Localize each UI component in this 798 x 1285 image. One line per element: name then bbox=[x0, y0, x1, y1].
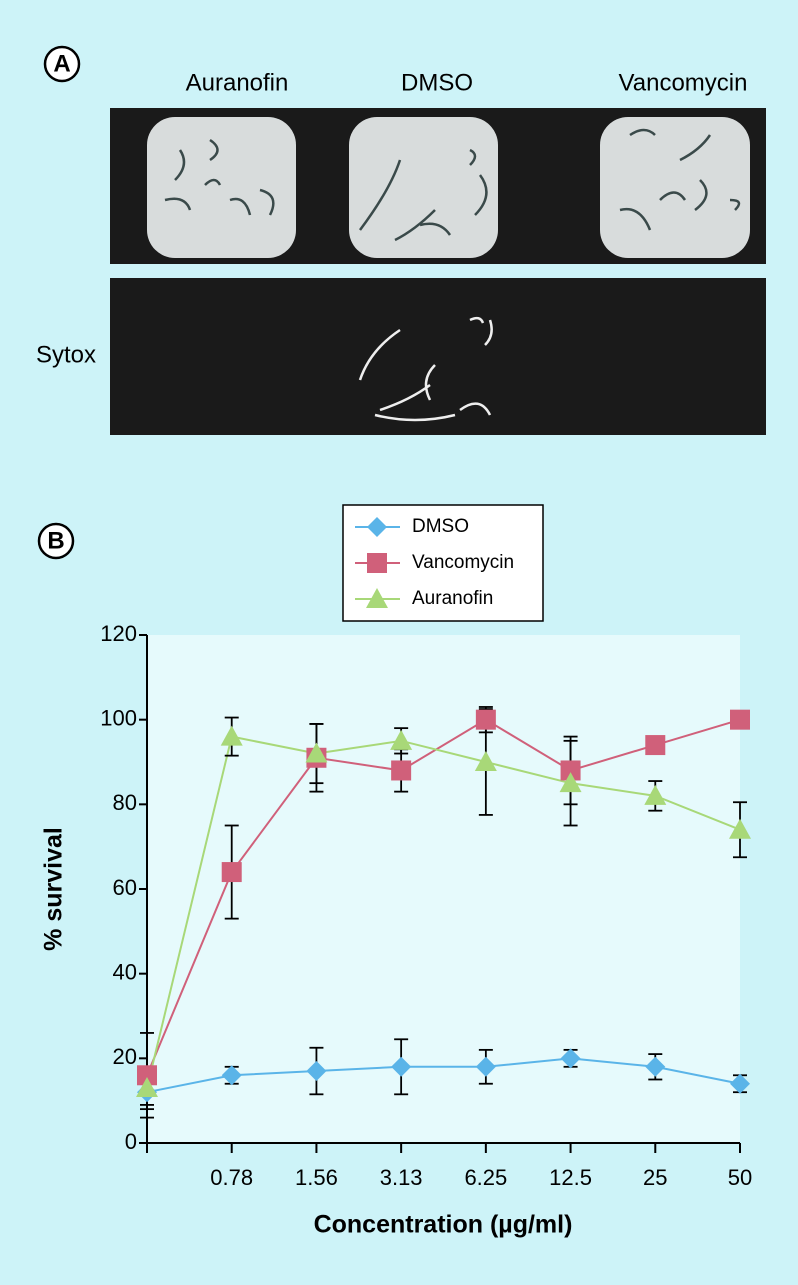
data-point bbox=[390, 729, 413, 750]
worms bbox=[164, 128, 741, 242]
data-point bbox=[221, 862, 242, 883]
x-tick-label: 25 bbox=[643, 1165, 667, 1190]
data-point bbox=[391, 1056, 412, 1077]
data-point bbox=[391, 760, 412, 781]
series-line bbox=[146, 735, 741, 1089]
well bbox=[349, 117, 498, 258]
panel-label: B bbox=[47, 527, 64, 554]
data-point bbox=[729, 818, 751, 839]
x-tick-label: 12.5 bbox=[549, 1165, 592, 1190]
y-tick-label: 60 bbox=[113, 875, 137, 900]
legend-marker bbox=[367, 553, 387, 573]
data-point bbox=[137, 1065, 157, 1086]
y-tick-label: 100 bbox=[100, 705, 137, 730]
data-point bbox=[559, 772, 582, 793]
column-label: Auranofin bbox=[186, 69, 289, 96]
data-point bbox=[220, 725, 243, 746]
y-tick-label: 120 bbox=[100, 621, 137, 646]
column-label: DMSO bbox=[401, 69, 473, 96]
legend-label: Vancomycin bbox=[412, 552, 514, 573]
data-point bbox=[221, 1065, 242, 1086]
y-tick-label: 40 bbox=[113, 959, 137, 984]
x-axis-title: Concentration (µg/ml) bbox=[314, 1211, 573, 1239]
well bbox=[147, 117, 296, 258]
legend-marker bbox=[367, 517, 387, 537]
data-point bbox=[560, 760, 581, 781]
data-point bbox=[305, 742, 328, 763]
plot-area bbox=[147, 635, 740, 1143]
panel-label: A bbox=[53, 50, 70, 77]
data-point bbox=[474, 751, 497, 771]
x-tick-label: 6.25 bbox=[464, 1165, 507, 1190]
y-axis-title: % survival bbox=[40, 827, 68, 951]
data-point bbox=[730, 1073, 750, 1094]
data-point bbox=[730, 709, 750, 730]
panel-badge bbox=[43, 45, 81, 83]
stained-worms bbox=[358, 316, 493, 422]
data-point bbox=[560, 1048, 581, 1069]
series-line bbox=[146, 718, 741, 1076]
x-tick-label: 3.13 bbox=[380, 1165, 423, 1190]
data-point bbox=[306, 1061, 327, 1082]
legend-marker bbox=[366, 588, 388, 608]
column-label: Vancomycin bbox=[619, 69, 748, 96]
y-tick-label: 20 bbox=[113, 1044, 137, 1069]
legend-label: Auranofin bbox=[412, 588, 493, 609]
x-tick-label: 1.56 bbox=[295, 1165, 338, 1190]
data-point bbox=[136, 1076, 158, 1097]
data-point bbox=[645, 735, 666, 756]
y-tick-label: 80 bbox=[113, 790, 137, 815]
data-point bbox=[645, 1056, 666, 1077]
sytox-image bbox=[110, 278, 766, 435]
legend-label: DMSO bbox=[412, 516, 469, 537]
data-point bbox=[475, 1056, 496, 1077]
series-line bbox=[146, 1057, 741, 1094]
y-tick-label: 0 bbox=[125, 1129, 137, 1154]
x-tick-label: 50 bbox=[728, 1165, 752, 1190]
data-point bbox=[475, 709, 496, 730]
x-tick-label: 0.78 bbox=[210, 1165, 253, 1190]
row-label: Sytox bbox=[36, 341, 96, 368]
data-point bbox=[644, 784, 667, 805]
well bbox=[600, 117, 750, 258]
panel-badge bbox=[37, 522, 75, 560]
